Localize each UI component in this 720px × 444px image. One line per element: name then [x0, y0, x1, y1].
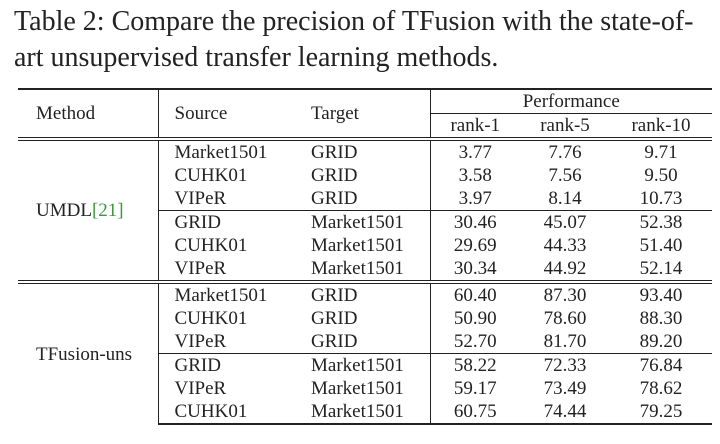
value-cell: 3.77 — [429, 137, 520, 164]
value-cell: 87.30 — [520, 280, 610, 307]
caption: Table 2: Compare the precision of TFusio… — [14, 6, 694, 73]
value-cell: 3.97 — [429, 187, 520, 211]
value-cell: 52.38 — [610, 210, 712, 234]
table-row: CUHK01 GRID 3.58 7.56 9.50 — [18, 164, 712, 187]
text-cell: VIPeR — [157, 187, 295, 211]
text-cell: CUHK01 — [157, 307, 295, 330]
method-cell: TFusion-uns — [18, 280, 158, 424]
value-cell: 88.30 — [639, 308, 683, 329]
text-cell: Market1501 — [295, 210, 430, 234]
value-cell: 30.34 — [429, 257, 520, 282]
value-cell: 74.44 — [520, 400, 610, 425]
text-cell: Market1501 — [157, 137, 295, 164]
table-row: VIPeR Market1501 30.34 44.92 52.14 — [18, 257, 712, 282]
value-cell: 9.50 — [644, 165, 678, 186]
text-cell: GRID — [311, 331, 358, 352]
text-cell: Market1501 — [295, 400, 430, 425]
text-cell: GRID — [311, 165, 358, 186]
value-cell: 60.40 — [429, 280, 520, 307]
table-row: CUHK01 Market1501 60.75 74.44 79.25 — [18, 400, 712, 425]
table-row: UMDL[21] Market1501 GRID 3.77 7.76 9.71 — [18, 137, 712, 282]
value-cell: 51.40 — [639, 235, 683, 256]
text-cell: GRID — [157, 210, 295, 234]
table-row: GRID Market1501 30.46 45.07 52.38 — [18, 210, 712, 234]
value-cell: 8.14 — [548, 188, 582, 209]
table-row: CUHK01 Market1501 29.69 44.33 51.40 — [18, 234, 712, 257]
value-cell: 73.49 — [543, 378, 587, 399]
header-cell: rank-5 — [540, 115, 590, 136]
value-cell: 7.56 — [548, 165, 582, 186]
value-cell: 44.92 — [543, 258, 587, 279]
value-cell: 52.14 — [639, 258, 683, 279]
header-cell: Source — [157, 88, 295, 139]
value-cell: 52.70 — [429, 330, 520, 354]
value-cell: 89.20 — [639, 331, 683, 352]
text-cell: CUHK01 — [157, 400, 295, 425]
results-table: Method Source Target Performance rank-1 … — [18, 88, 712, 425]
value-cell: 30.46 — [429, 210, 520, 234]
value-cell: 50.90 — [429, 307, 520, 330]
value-cell: 59.17 — [429, 377, 520, 400]
value-cell: 76.84 — [610, 353, 712, 377]
text-cell: GRID — [311, 188, 358, 209]
text-cell: GRID — [295, 137, 430, 164]
value-cell: 29.69 — [429, 234, 520, 257]
text-cell: GRID — [295, 280, 430, 307]
table-row: VIPeR Market1501 59.17 73.49 78.62 — [18, 377, 712, 400]
text-cell: VIPeR — [157, 257, 295, 282]
table-row: VIPeR GRID 52.70 81.70 89.20 — [18, 330, 712, 354]
header-cell: Method — [18, 88, 158, 139]
value-cell: 9.71 — [610, 137, 712, 164]
value-cell: 58.22 — [429, 353, 520, 377]
text-cell: CUHK01 — [157, 164, 295, 187]
text-cell: Market1501 — [157, 280, 295, 307]
header-cell: Performance — [429, 88, 712, 114]
text-cell: Market1501 — [311, 378, 404, 399]
method-name: TFusion-uns — [36, 343, 133, 365]
header-cell: Target — [295, 88, 430, 139]
value-cell: 81.70 — [543, 331, 587, 352]
value-cell: 78.60 — [543, 308, 587, 329]
text-cell: GRID — [157, 353, 295, 377]
text-cell: GRID — [311, 308, 358, 329]
method-name: UMDL — [36, 200, 92, 221]
table-row: GRID Market1501 58.22 72.33 76.84 — [18, 353, 712, 377]
text-cell: VIPeR — [157, 377, 295, 400]
text-cell: Market1501 — [311, 258, 404, 279]
table-row: CUHK01 GRID 50.90 78.60 88.30 — [18, 307, 712, 330]
value-cell: 78.62 — [639, 378, 683, 399]
value-cell: 45.07 — [520, 210, 610, 234]
text-cell: Market1501 — [311, 235, 404, 256]
citation: [21] — [91, 200, 124, 221]
table-row: TFusion-uns Market1501 GRID 60.40 87.30 93.40 — [18, 280, 712, 424]
header-cell: rank-10 — [631, 115, 691, 136]
text-cell: VIPeR — [157, 330, 295, 354]
value-cell: 44.33 — [543, 235, 587, 256]
value-cell: 79.25 — [610, 400, 712, 425]
value-cell: 10.73 — [639, 188, 683, 209]
table-body: UMDL[21] Market1501 GRID 3.77 7.76 9.71 CUHK01… — [18, 137, 712, 425]
value-cell: 93.40 — [610, 280, 712, 307]
text-cell: Market1501 — [295, 353, 430, 377]
method-cell: UMDL[21] — [18, 137, 158, 282]
table-row: VIPeR GRID 3.97 8.14 10.73 — [18, 187, 712, 211]
value-cell: 60.75 — [429, 400, 520, 425]
header-cell: rank-1 — [429, 113, 520, 139]
text-cell: CUHK01 — [157, 234, 295, 257]
value-cell: 72.33 — [520, 353, 610, 377]
value-cell: 3.58 — [429, 164, 520, 187]
value-cell: 7.76 — [520, 137, 610, 164]
